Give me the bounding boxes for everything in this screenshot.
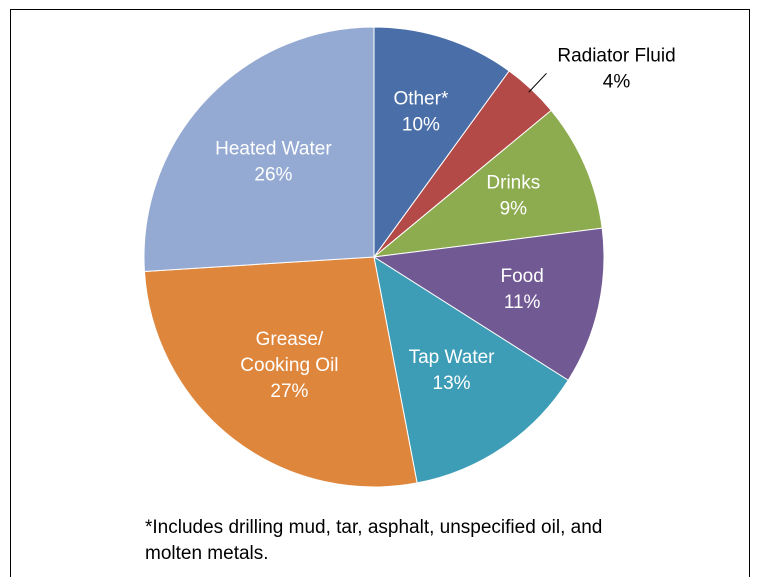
slice-label: Grease/Cooking Oil	[240, 329, 338, 376]
leader-line	[528, 72, 547, 93]
value-label: 13%	[433, 373, 471, 394]
value-label: 27%	[270, 381, 308, 402]
slice-label: Food	[500, 266, 543, 287]
slice-label: Heated Water	[215, 139, 332, 160]
footnote: *Includes drilling mud, tar, asphalt, un…	[145, 517, 602, 538]
footnote: molten metals.	[145, 543, 269, 564]
value-label: 10%	[402, 115, 440, 136]
pie-slice	[373, 26, 510, 259]
slice-label: Drinks	[486, 173, 540, 194]
slice-label: Tap Water	[409, 347, 496, 368]
pie-slice	[373, 255, 569, 484]
pie-slice	[372, 227, 605, 381]
value-label: 4%	[603, 71, 631, 92]
pie-slice	[372, 109, 603, 258]
slice-label: Radiator Fluid	[557, 45, 675, 66]
value-label: 26%	[254, 165, 292, 186]
slice-label: Other*	[393, 89, 449, 110]
value-label: 9%	[500, 199, 528, 220]
pie-slice	[143, 26, 375, 272]
value-label: 11%	[504, 292, 541, 313]
pie-slice	[143, 256, 418, 488]
frame	[10, 9, 750, 577]
